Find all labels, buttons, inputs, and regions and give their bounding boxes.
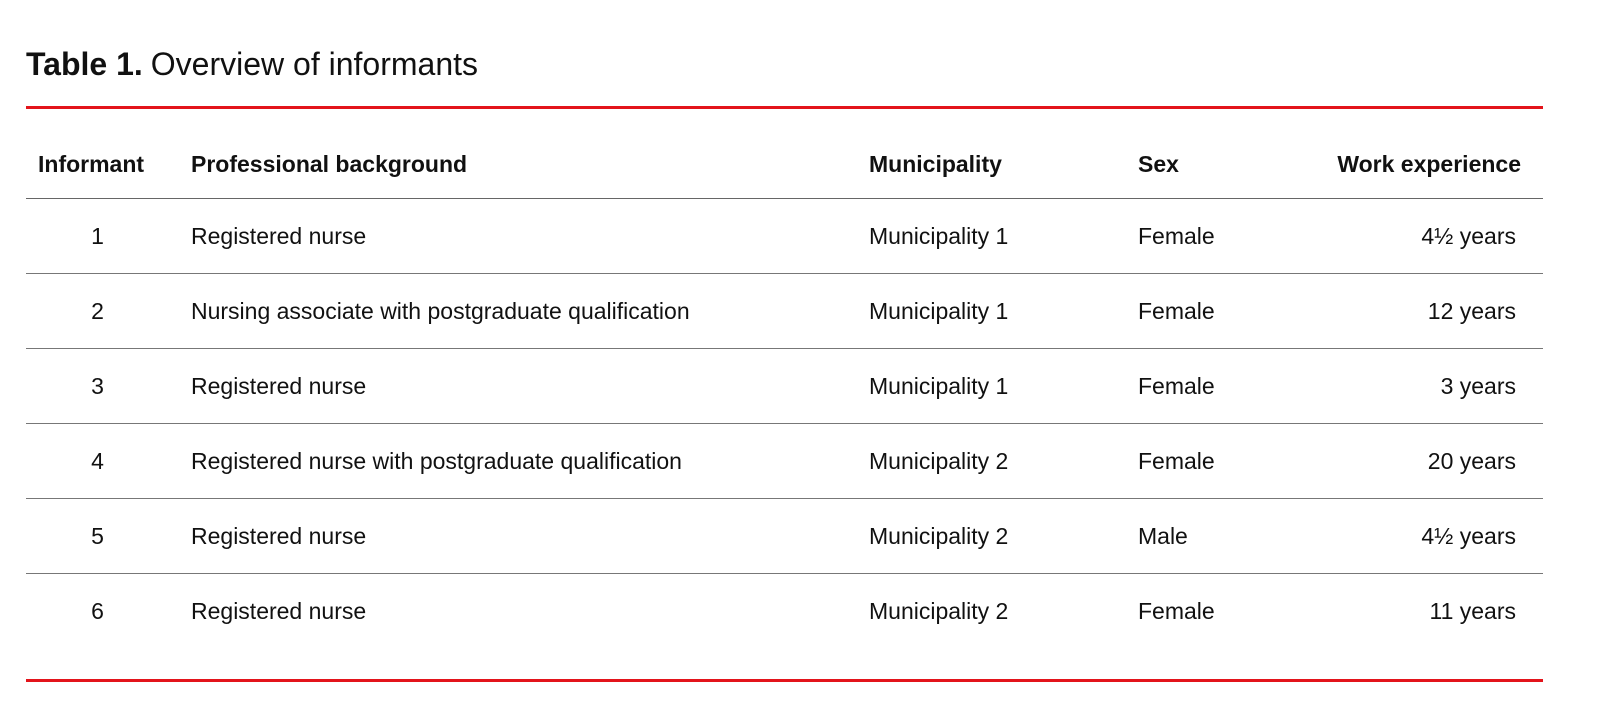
column-header: Informant (26, 130, 169, 199)
table-cell: Municipality 1 (869, 198, 1138, 274)
table-row: 6 Registered nurse Municipality 2 Female 11 … (26, 574, 1543, 649)
table-cell: Registered nurse (191, 597, 367, 624)
table-cell: 2 (26, 273, 169, 349)
table-cell: Female (1138, 348, 1288, 424)
table-cell: 4½ years (1288, 498, 1543, 574)
top-rule (26, 106, 1543, 109)
informants-table: Informant Professional background Munici… (26, 130, 1543, 648)
table-cell: Registered nurse with postgraduate quali… (169, 423, 869, 499)
header-row: Informant Professional background Munici… (26, 130, 1543, 199)
table-cell: Male (1138, 498, 1288, 574)
bottom-rule (26, 679, 1543, 682)
table-cell: Nursing associate with postgraduate qual… (169, 273, 869, 349)
table-cell: Female (1138, 273, 1288, 349)
table-cell: 5 (26, 498, 169, 574)
table-cell: Municipality 2 (869, 423, 1138, 499)
column-header: Professional background (169, 130, 869, 199)
table-cell: Municipality 1 (869, 348, 1138, 424)
table-cell: 3 years (1288, 348, 1543, 424)
table-cell: Registered nurse (169, 348, 869, 424)
column-header: Sex (1138, 130, 1288, 199)
column-header: Work experience (1288, 130, 1543, 199)
table-cell: Municipality 1 (869, 273, 1138, 349)
table-label: Table 1. (26, 46, 143, 82)
table-row: 5 Registered nurse Municipality 2 Male 4½ ye… (26, 498, 1543, 574)
column-header: Municipality (869, 130, 1138, 199)
table-row: 2 Nursing associate with postgraduate qua… (26, 273, 1543, 349)
table-cell: 11 years (1429, 597, 1516, 624)
table-cell: 6 (91, 597, 104, 624)
table-cell: 12 years (1288, 273, 1543, 349)
table-cell: Registered nurse (169, 198, 869, 274)
table-cell: Municipality 2 (869, 597, 1009, 624)
table-cell: Municipality 2 (869, 498, 1138, 574)
table-row: 4 Registered nurse with postgraduate qual… (26, 423, 1543, 499)
table-row: 1 Registered nurse Municipality 1 Female 4½ … (26, 198, 1543, 274)
table-cell: 4½ years (1288, 198, 1543, 274)
table-row: 3 Registered nurse Municipality 1 Female 3 y… (26, 348, 1543, 424)
table-cell: Registered nurse (169, 498, 869, 574)
table-cell: 20 years (1288, 423, 1543, 499)
table-caption: Table 1. Overview of informants (26, 44, 478, 84)
table-title: Overview of informants (150, 46, 478, 82)
table-cell: 4 (26, 423, 169, 499)
table-cell: Female (1138, 423, 1288, 499)
table-cell: 1 (26, 198, 169, 274)
table-cell: Female (1138, 198, 1288, 274)
table-cell: Female (1138, 597, 1215, 624)
table-cell: 3 (26, 348, 169, 424)
